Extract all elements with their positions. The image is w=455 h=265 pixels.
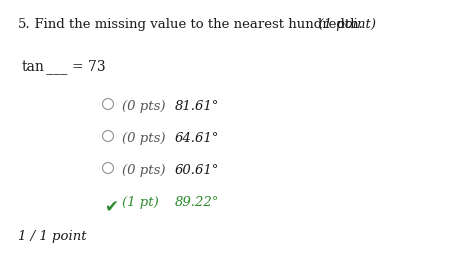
Text: (0 pts): (0 pts) <box>122 132 165 145</box>
Text: (0 pts): (0 pts) <box>122 100 165 113</box>
Text: ___: ___ <box>42 60 71 74</box>
Text: 1 / 1 point: 1 / 1 point <box>18 230 86 243</box>
Text: (0 pts): (0 pts) <box>122 164 165 177</box>
Text: (1 pt): (1 pt) <box>122 196 158 209</box>
Text: Find the missing value to the nearest hundredth.: Find the missing value to the nearest hu… <box>26 18 362 31</box>
Text: = 73: = 73 <box>72 60 106 74</box>
Text: tan: tan <box>22 60 45 74</box>
Text: ✔: ✔ <box>104 198 117 216</box>
Text: (1 point): (1 point) <box>309 18 375 31</box>
Text: 81.61°: 81.61° <box>175 100 219 113</box>
Text: 89.22°: 89.22° <box>175 196 219 209</box>
Text: 64.61°: 64.61° <box>175 132 219 145</box>
Text: 5.: 5. <box>18 18 30 31</box>
Text: 60.61°: 60.61° <box>175 164 219 177</box>
